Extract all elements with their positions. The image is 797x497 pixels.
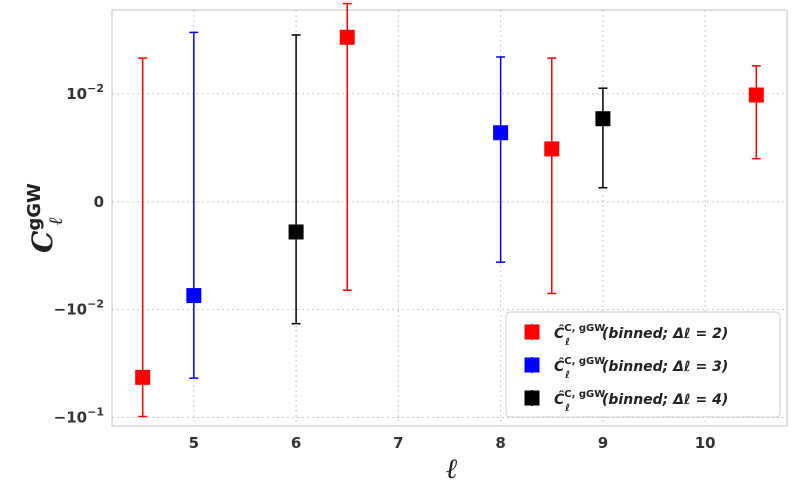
data-point bbox=[493, 56, 509, 263]
axis-ticks: 5 6 7 8 9 10 −10−1 −10−2 0 10−2 bbox=[54, 82, 716, 452]
data-point bbox=[288, 34, 304, 325]
legend-label: ĈC, gGW ℓ(binned; Δℓ = 4) bbox=[554, 389, 728, 414]
x-tick-label: 8 bbox=[495, 434, 505, 452]
data-point bbox=[339, 2, 355, 291]
legend-marker bbox=[524, 357, 540, 373]
y-tick-label: −10−2 bbox=[54, 298, 104, 319]
legend-label: ĈC, gGW ℓ(binned; Δℓ = 3) bbox=[554, 356, 728, 381]
x-tick-label: 10 bbox=[695, 434, 716, 452]
square-marker bbox=[493, 125, 509, 141]
legend: ĈC, gGW ℓ(binned; Δℓ = 2) ĈC, gGW ℓ(binne… bbox=[505, 311, 781, 418]
square-marker bbox=[595, 111, 611, 127]
legend-entry: ĈC, gGW ℓ(binned; Δℓ = 4) bbox=[524, 389, 728, 414]
data-point bbox=[135, 57, 151, 418]
x-tick-label: 7 bbox=[393, 434, 403, 452]
x-tick-label: 9 bbox=[598, 434, 608, 452]
legend-entry: ĈC, gGW ℓ(binned; Δℓ = 2) bbox=[524, 323, 728, 348]
legend-entry: ĈC, gGW ℓ(binned; Δℓ = 3) bbox=[524, 356, 728, 381]
square-marker bbox=[544, 141, 560, 157]
y-axis-label-base: C bbox=[26, 230, 59, 253]
square-marker bbox=[288, 224, 304, 240]
data-point bbox=[748, 65, 764, 160]
y-tick-label: −10−1 bbox=[54, 405, 104, 426]
data-point bbox=[544, 57, 560, 295]
square-marker bbox=[186, 288, 202, 304]
data-point bbox=[595, 87, 611, 189]
square-marker bbox=[748, 87, 764, 103]
legend-marker bbox=[524, 390, 540, 406]
data-point bbox=[186, 31, 202, 379]
x-axis-label: ℓ bbox=[445, 452, 458, 485]
y-tick-label: 0 bbox=[94, 193, 104, 211]
square-marker bbox=[339, 29, 355, 45]
y-axis-label-sub: ℓ bbox=[45, 217, 67, 225]
legend-marker bbox=[524, 324, 540, 340]
y-axis-label: CgGWℓ bbox=[24, 183, 67, 253]
x-tick-label: 5 bbox=[189, 434, 199, 452]
y-axis-label-sup: gGW bbox=[24, 183, 45, 231]
y-tick-label: 10−2 bbox=[66, 82, 104, 103]
x-tick-label: 6 bbox=[291, 434, 301, 452]
data-marks bbox=[135, 2, 764, 418]
svg-text:CgGWℓ: CgGWℓ bbox=[24, 183, 67, 253]
legend-label: ĈC, gGW ℓ(binned; Δℓ = 2) bbox=[554, 323, 728, 348]
legend-box bbox=[505, 311, 781, 418]
square-marker bbox=[135, 369, 151, 385]
